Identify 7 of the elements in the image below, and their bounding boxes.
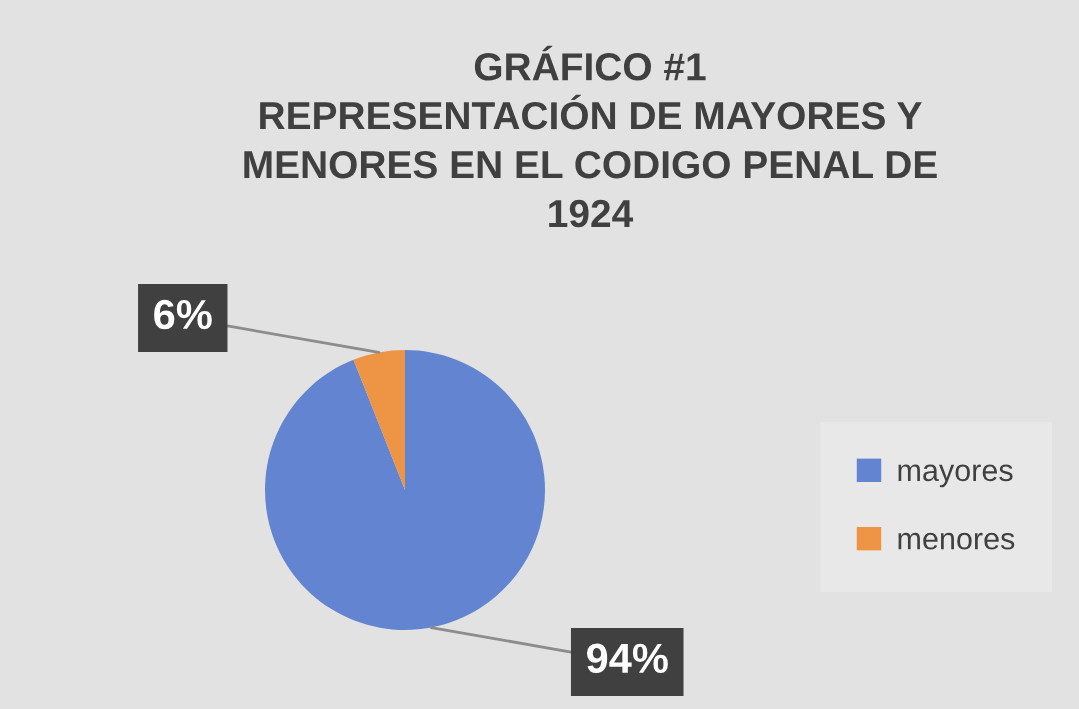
legend-label: mayores xyxy=(898,464,1013,488)
data-label: 6% xyxy=(154,299,212,330)
pie-slice xyxy=(265,350,545,630)
chart-title: GRÁFICO #1 REPRESENTACIÓN DE MAYORES Y MENORES EN EL CODIGO PENAL DE 1924 xyxy=(244,45,937,228)
legend-label: menores xyxy=(898,532,1015,550)
pie-slice xyxy=(353,350,405,490)
data-label: 94% xyxy=(586,643,668,674)
